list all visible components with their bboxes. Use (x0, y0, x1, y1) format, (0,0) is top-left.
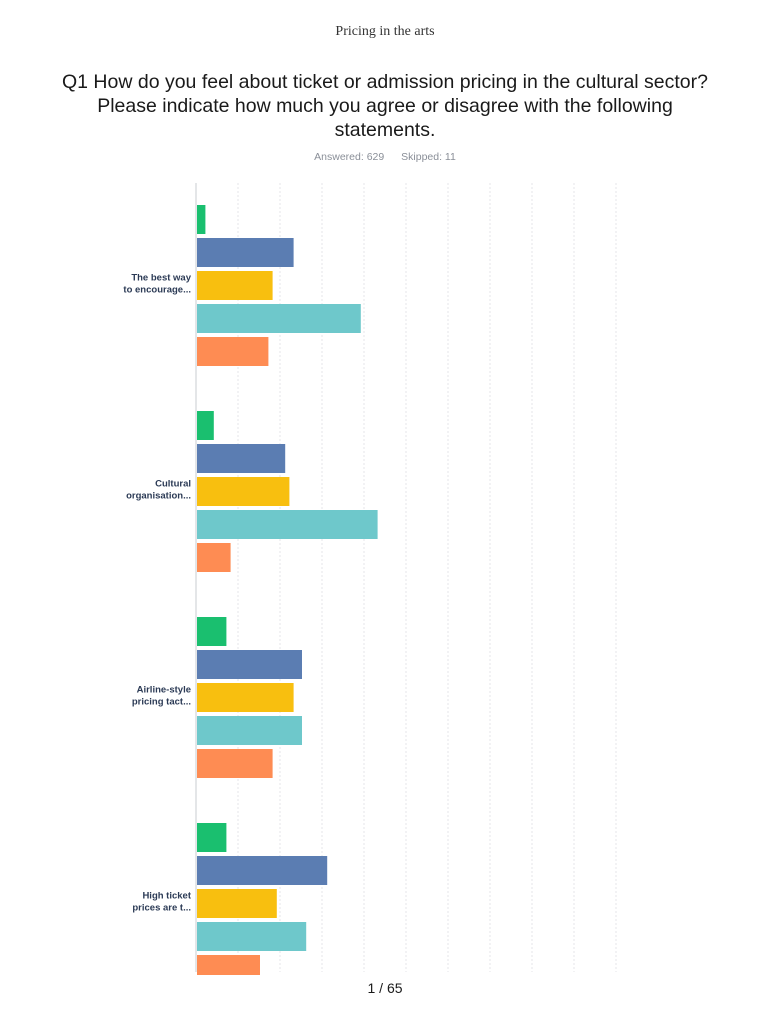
skipped-count: Skipped: 11 (401, 151, 456, 163)
bar (197, 543, 231, 572)
bar (197, 444, 286, 473)
bar (197, 716, 302, 745)
category-label: organisation... (126, 491, 191, 502)
bar (197, 823, 227, 852)
answered-count: Answered: 629 (314, 151, 385, 163)
category-label: pricing tact... (132, 697, 191, 708)
category-label: High ticket (142, 891, 191, 902)
document-header: Pricing in the arts (335, 24, 435, 39)
bar (197, 617, 227, 646)
bar (197, 205, 206, 234)
bar (197, 650, 302, 679)
question-title: Q1 How do you feel about ticket or admis… (62, 71, 708, 141)
bar (197, 749, 273, 778)
category-label: to encourage... (123, 285, 191, 296)
bar (197, 922, 307, 951)
bar (197, 889, 277, 918)
category-label: Airline-style (137, 685, 191, 696)
bar (197, 238, 294, 267)
category-label: prices are t... (132, 903, 191, 914)
response-stats: Answered: 629 Skipped: 11 (0, 151, 770, 163)
bar (197, 411, 214, 440)
bar (197, 477, 290, 506)
bar (197, 271, 273, 300)
page-indicator: 1 / 65 (367, 980, 403, 996)
bar (197, 337, 269, 366)
bar (197, 683, 294, 712)
category-label: Cultural (155, 479, 191, 490)
bar (197, 304, 361, 333)
bar (197, 510, 378, 539)
bar (197, 856, 328, 885)
bar (197, 955, 260, 975)
category-label: The best way (131, 273, 191, 284)
